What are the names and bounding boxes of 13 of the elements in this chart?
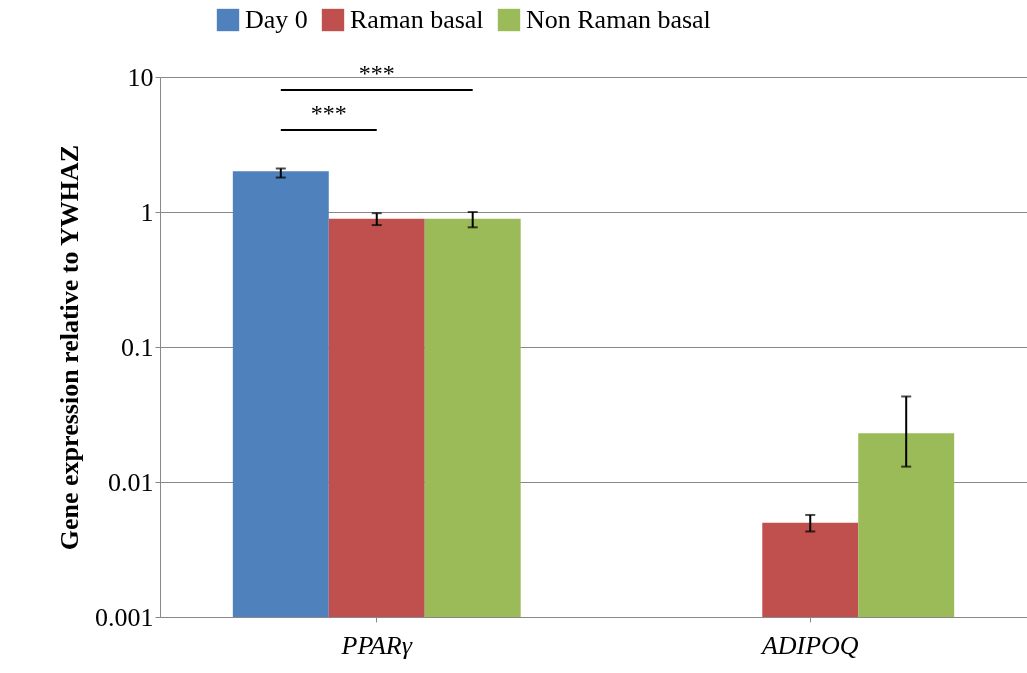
annotation: *** [310, 100, 347, 126]
y-tick-label: 0.1 [121, 332, 154, 362]
y-tick-label: 0.01 [108, 467, 154, 497]
y-tick-label: 10 [127, 62, 154, 92]
annotation: *** [358, 60, 395, 86]
legend-label: Day 0 [245, 5, 308, 34]
y-tick-label: 0.001 [95, 602, 154, 632]
x-tick-label: ADIPOQ [759, 630, 859, 660]
x-tick-label: PPARγ [340, 630, 413, 660]
y-tick-label: 1 [140, 197, 154, 227]
y-axis-title: Gene expression relative to YWHAZ [55, 144, 84, 551]
legend-label: Non Raman basal [526, 5, 711, 34]
legend-label: Raman basal [350, 5, 484, 34]
